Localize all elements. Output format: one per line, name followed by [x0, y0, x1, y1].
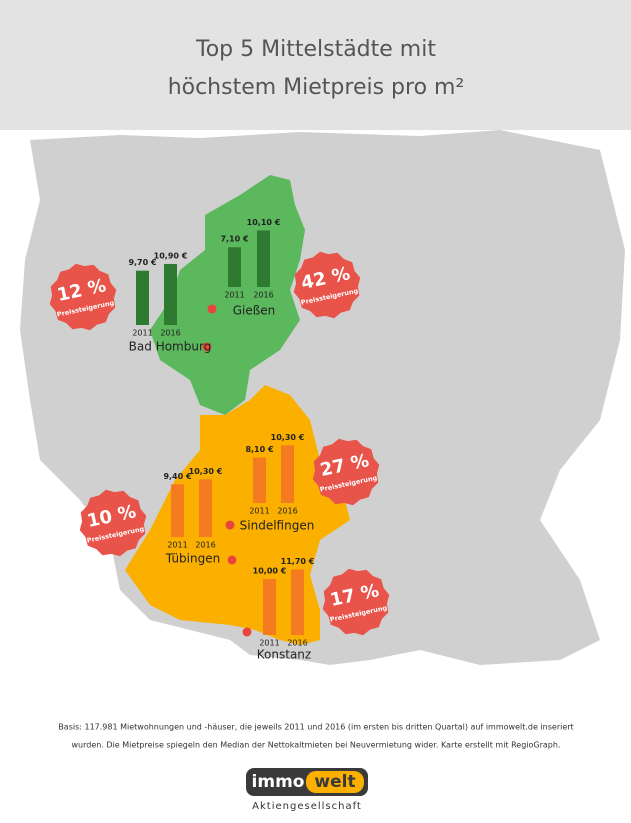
bar	[281, 445, 294, 503]
value-label: 10,10 €	[247, 218, 281, 227]
city-name: Sindelfingen	[240, 519, 315, 533]
logo-text: welt	[314, 772, 355, 792]
increase-badge: 42 %Preissteigerung	[293, 251, 361, 319]
year-label: 2011	[132, 329, 152, 338]
value-label: 9,70 €	[128, 258, 157, 267]
year-label: 2016	[195, 541, 215, 550]
increase-badge: 17 %Preissteigerung	[322, 568, 390, 636]
increase-badge: 12 %Preissteigerung	[49, 263, 117, 331]
badge-shape	[293, 251, 361, 319]
value-label: 10,30 €	[271, 433, 305, 442]
city-name: Tübingen	[165, 552, 220, 566]
badge-shape	[322, 568, 390, 636]
germany-map	[20, 130, 625, 665]
bar	[228, 247, 241, 287]
year-label: 2011	[224, 291, 244, 300]
year-label: 2016	[253, 291, 273, 300]
logo-text: immo	[252, 772, 305, 792]
year-label: 2011	[167, 541, 187, 550]
year-label: 2016	[277, 507, 297, 516]
city-dot	[227, 555, 237, 565]
value-label: 7,10 €	[220, 235, 249, 244]
value-label: 10,00 €	[253, 567, 287, 576]
title-line: Top 5 Mittelstädte mit	[195, 37, 436, 62]
title-line: höchstem Mietpreis pro m²	[168, 75, 465, 100]
value-label: 9,40 €	[163, 472, 192, 481]
bar	[136, 270, 149, 325]
footer-line: Basis: 117.981 Mietwohnungen und -häuser…	[58, 723, 573, 732]
city-dot	[225, 520, 235, 530]
city-name: Bad Homburg	[129, 340, 212, 354]
value-label: 10,90 €	[154, 251, 188, 260]
value-label: 8,10 €	[245, 445, 274, 454]
bar	[257, 230, 270, 287]
value-label: 10,30 €	[189, 467, 223, 476]
increase-badge: 10 %Preissteigerung	[79, 489, 147, 557]
city-name: Konstanz	[257, 648, 311, 662]
increase-badge: 27 %Preissteigerung	[312, 438, 380, 506]
bar	[291, 569, 304, 635]
bar	[171, 484, 184, 537]
badge-shape	[312, 438, 380, 506]
city-dot	[207, 304, 217, 314]
year-label: 2011	[249, 507, 269, 516]
city-dot	[242, 627, 252, 637]
logo-pill	[306, 771, 364, 793]
map-top	[0, 0, 631, 130]
bar	[253, 457, 266, 503]
city-name: Gießen	[233, 304, 276, 318]
year-label: 2016	[160, 329, 180, 338]
badge-shape	[49, 263, 117, 331]
logo-subtitle: Aktiengesellschaft	[252, 801, 362, 812]
year-label: 2011	[259, 639, 279, 648]
bar	[164, 263, 177, 325]
value-label: 11,70 €	[281, 557, 315, 566]
city-dot	[202, 342, 212, 352]
bar	[199, 479, 212, 537]
year-label: 2016	[287, 639, 307, 648]
bar	[263, 579, 276, 635]
badge-shape	[79, 489, 147, 557]
footer-line: wurden. Die Mietpreise spiegeln den Medi…	[71, 741, 560, 750]
